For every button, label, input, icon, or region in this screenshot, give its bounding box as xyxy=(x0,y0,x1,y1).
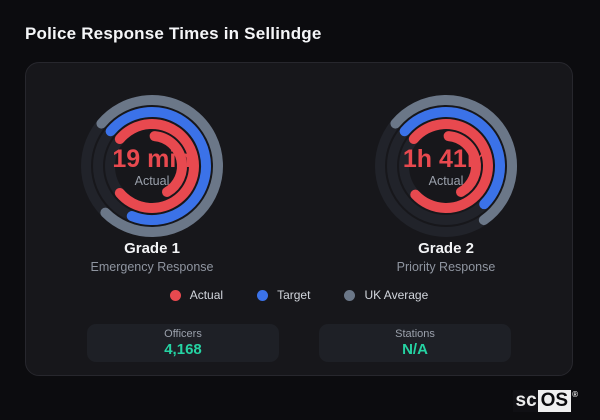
gauge-grade-1: 19 min Actual Grade 1 Emergency Response xyxy=(52,93,252,274)
stat-card-stations: Stations N/A xyxy=(319,324,511,362)
scos-logo-prefix: sc xyxy=(512,390,538,412)
stat-card-officers: Officers 4,168 xyxy=(87,324,279,362)
gauges-row: 19 min Actual Grade 1 Emergency Response… xyxy=(26,93,572,274)
stat-label: Stations xyxy=(395,328,435,340)
legend-label: UK Average xyxy=(364,288,429,302)
legend-dot-uk-average-icon xyxy=(344,289,356,301)
legend-dot-actual-icon xyxy=(169,289,181,301)
gauge-center-label: Actual xyxy=(429,174,464,188)
stat-value: 4,168 xyxy=(164,341,202,358)
gauge-grade-2: 1h 41m Actual Grade 2 Priority Response xyxy=(346,93,546,274)
gauge-chart-grade-2: 1h 41m Actual xyxy=(375,95,517,237)
gauge-title: Grade 2 xyxy=(418,240,474,257)
page-title: Police Response Times in Sellindge xyxy=(25,24,322,43)
registered-trademark-icon: ® xyxy=(572,390,578,399)
stat-label: Officers xyxy=(164,328,202,340)
legend-item-uk-average[interactable]: UK Average xyxy=(344,288,428,302)
legend-label: Actual xyxy=(189,288,224,302)
gauge-title: Grade 1 xyxy=(124,240,180,257)
legend-dot-target-icon xyxy=(257,289,269,301)
legend-item-target[interactable]: Target xyxy=(257,288,310,302)
main-panel: 19 min Actual Grade 1 Emergency Response… xyxy=(25,62,573,376)
stat-value: N/A xyxy=(402,341,428,358)
legend-item-actual[interactable]: Actual xyxy=(169,288,224,302)
gauge-subtitle: Priority Response xyxy=(396,260,496,274)
gauge-subtitle: Emergency Response xyxy=(90,260,214,274)
scos-logo: sc OS ® xyxy=(512,390,578,412)
legend-label: Target xyxy=(277,288,311,302)
scos-logo-box: OS xyxy=(537,390,572,412)
gauge-center-label: Actual xyxy=(135,174,170,188)
stats-row: Officers 4,168 Stations N/A xyxy=(26,324,572,362)
chart-legend: Actual Target UK Average xyxy=(26,288,572,302)
gauge-chart-grade-1: 19 min Actual xyxy=(81,95,223,237)
